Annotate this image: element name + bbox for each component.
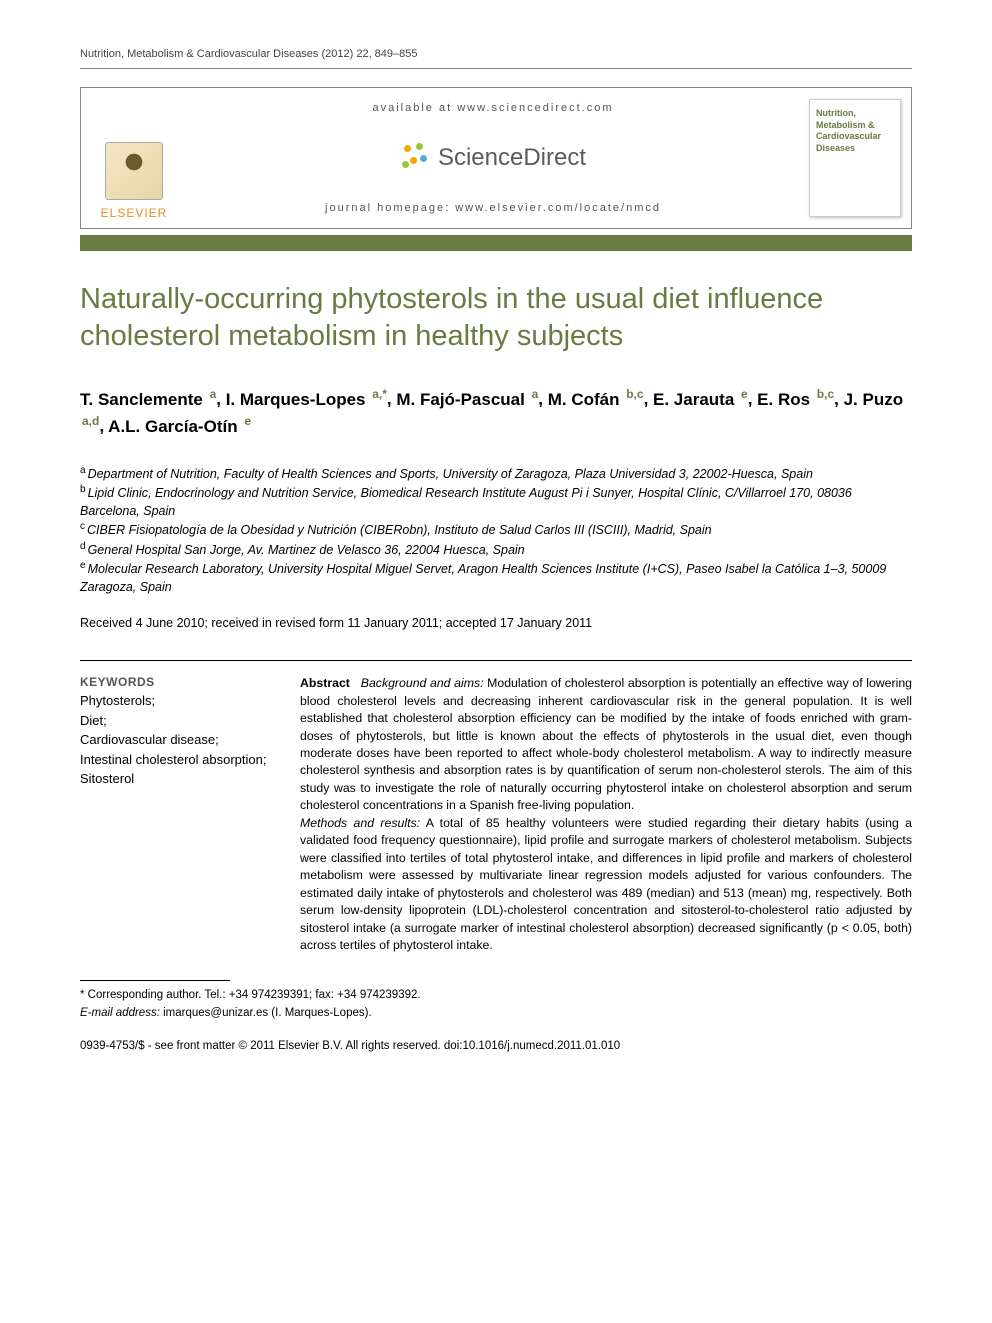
author-affiliation-superscript: b,c — [815, 387, 834, 401]
affiliation-line: eMolecular Research Laboratory, Universi… — [80, 559, 912, 596]
keyword: Sitosterol — [80, 771, 134, 786]
abstract-bg-text: Modulation of cholesterol absorption is … — [300, 676, 912, 812]
affiliation-key: b — [80, 484, 88, 495]
keyword: Diet; — [80, 713, 107, 728]
author-affiliation-superscript: a — [530, 387, 539, 401]
email-label: E-mail address: — [80, 1007, 160, 1019]
affiliation-key: d — [80, 541, 88, 552]
running-head-rule — [80, 68, 912, 69]
email-person: (I. Marques-Lopes). — [268, 1007, 372, 1019]
affiliation-line: cCIBER Fisiopatología de la Obesidad y N… — [80, 520, 912, 539]
abstract-mr-label: Methods and results: — [300, 816, 420, 830]
author: E. Jarauta e — [653, 390, 748, 409]
keywords-list: Phytosterols; Diet; Cardiovascular disease… — [80, 691, 268, 789]
author-affiliation-superscript: a — [208, 387, 217, 401]
doi-link[interactable]: doi:10.1016/j.numecd.2011.01.010 — [444, 1040, 620, 1052]
masthead-center: available at www.sciencedirect.com Scien… — [187, 88, 799, 228]
abstract-column: Abstract Background and aims: Modulation… — [300, 675, 912, 954]
abstract-label: Abstract — [300, 676, 350, 690]
journal-cover-thumbnail: Nutrition, Metabolism & Cardiovascular D… — [809, 99, 901, 217]
article-title: Naturally-occurring phytosterols in the … — [80, 281, 912, 355]
keywords-heading: KEYWORDS — [80, 675, 268, 689]
publisher-mark-cell: ELSEVIER — [81, 88, 187, 228]
author-list: T. Sanclemente a, I. Marques-Lopes a,*, … — [80, 385, 912, 439]
title-block: Naturally-occurring phytosterols in the … — [80, 281, 912, 355]
affiliation-key: e — [80, 560, 88, 571]
keywords-abstract-row: KEYWORDS Phytosterols; Diet; Cardiovascula… — [80, 660, 912, 954]
doi-line: doi:10.1016/j.numecd.2011.01.010 — [444, 1040, 620, 1052]
abstract-mr-text: A total of 85 healthy volunteers were st… — [300, 816, 912, 952]
author: A.L. García-Otín e — [108, 417, 251, 436]
affiliation-list: aDepartment of Nutrition, Faculty of Hea… — [80, 464, 912, 597]
journal-cover-title: Nutrition, Metabolism & Cardiovascular D… — [816, 108, 894, 155]
affiliation-line: dGeneral Hospital San Jorge, Av. Martine… — [80, 540, 912, 559]
author-affiliation-superscript: e — [739, 387, 748, 401]
available-at-line: available at www.sciencedirect.com — [372, 102, 613, 114]
corresponding-email-line: E-mail address: imarques@unizar.es (I. M… — [80, 1005, 912, 1022]
keyword: Phytosterols; — [80, 693, 155, 708]
author: T. Sanclemente a — [80, 390, 216, 409]
accent-bar — [80, 235, 912, 251]
author: M. Cofán b,c — [548, 390, 644, 409]
keyword: Intestinal cholesterol absorption; — [80, 752, 266, 767]
corresponding-author-footnote: * Corresponding author. Tel.: +34 974239… — [80, 987, 912, 1004]
author: I. Marques-Lopes a,* — [226, 390, 387, 409]
copyright-block: 0939-4753/$ - see front matter © 2011 El… — [80, 1038, 912, 1055]
abstract-bg-label: Background and aims: — [361, 676, 484, 690]
author-affiliation-superscript: a,d — [80, 414, 99, 428]
sciencedirect-wordmark: ScienceDirect — [438, 144, 586, 172]
journal-homepage-line: journal homepage: www.elsevier.com/locat… — [325, 202, 661, 214]
page: Nutrition, Metabolism & Cardiovascular D… — [0, 0, 992, 1095]
sciencedirect-logo: ScienceDirect — [400, 143, 586, 173]
masthead: ELSEVIER available at www.sciencedirect.… — [80, 87, 912, 229]
author-affiliation-superscript: b,c — [624, 387, 643, 401]
elsevier-logo: ELSEVIER — [101, 142, 168, 220]
keywords-column: KEYWORDS Phytosterols; Diet; Cardiovascula… — [80, 675, 268, 954]
copyright-line: 0939-4753/$ - see front matter © 2011 El… — [80, 1040, 441, 1052]
author-affiliation-superscript: e — [242, 414, 251, 428]
elsevier-wordmark: ELSEVIER — [101, 206, 168, 220]
running-head: Nutrition, Metabolism & Cardiovascular D… — [80, 48, 912, 60]
affiliation-key: c — [80, 521, 87, 532]
keyword: Cardiovascular disease; — [80, 732, 219, 747]
affiliation-key: a — [80, 465, 88, 476]
footnotes: * Corresponding author. Tel.: +34 974239… — [80, 987, 912, 1022]
author: E. Ros b,c — [757, 390, 834, 409]
email-value[interactable]: imarques@unizar.es — [163, 1007, 268, 1019]
journal-cover-cell: Nutrition, Metabolism & Cardiovascular D… — [799, 88, 911, 228]
article-history: Received 4 June 2010; received in revise… — [80, 616, 912, 630]
affiliation-line: bLipid Clinic, Endocrinology and Nutriti… — [80, 483, 912, 520]
affiliation-line: aDepartment of Nutrition, Faculty of Hea… — [80, 464, 912, 483]
author-affiliation-superscript: a,* — [370, 387, 387, 401]
sciencedirect-swirl-icon — [400, 143, 430, 173]
elsevier-tree-icon — [105, 142, 163, 200]
author: M. Fajó-Pascual a — [396, 390, 538, 409]
footnote-separator — [80, 980, 230, 981]
